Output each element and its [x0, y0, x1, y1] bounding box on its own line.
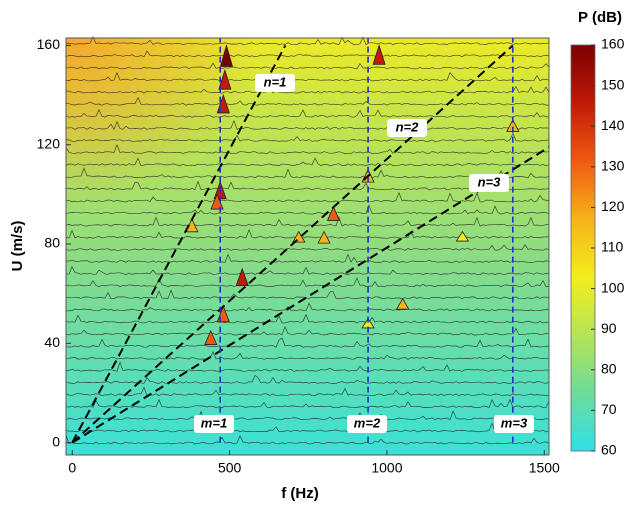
colorbar-tick-label: 130	[601, 158, 625, 174]
x-tick-label: 0	[68, 460, 76, 476]
resonance-line	[71, 44, 287, 444]
y-tick-label: 160	[37, 36, 61, 52]
spectrum-trace	[65, 96, 550, 106]
peak	[235, 267, 249, 287]
spectrum-trace	[65, 62, 550, 70]
spectrum-trace	[65, 398, 550, 409]
spectrum-trace	[66, 85, 550, 94]
y-tick-label: 120	[37, 135, 61, 151]
spectrum-trace	[65, 421, 550, 433]
colorbar-tick-label: 100	[601, 279, 625, 295]
y-axis-title: U (m/s)	[9, 221, 26, 272]
spectrum-trace	[65, 50, 550, 58]
spectrum-trace	[65, 313, 550, 324]
spectrum-trace	[65, 244, 550, 251]
peak	[326, 205, 341, 221]
peak	[395, 297, 410, 310]
colorbar-tick-label: 150	[601, 76, 625, 92]
colorbar-title: P (dB)	[578, 9, 622, 26]
spectrum-trace	[65, 180, 550, 191]
resonance-line	[71, 146, 550, 444]
annotation-box	[194, 415, 234, 433]
spectrum-trace	[65, 289, 550, 300]
spectrum-trace	[65, 119, 550, 131]
spectrum-trace	[65, 374, 550, 384]
spectrum-trace	[65, 386, 549, 397]
spectrum-trace	[65, 132, 550, 142]
spectrum-trace	[65, 108, 550, 118]
spectrum-trace	[65, 351, 550, 360]
colorbar-tick-label: 70	[601, 401, 617, 417]
annotation: m=3	[501, 415, 528, 430]
peak	[455, 230, 470, 242]
colorbar-tick-label: 140	[601, 117, 625, 133]
spectrum-trace	[65, 35, 550, 46]
colorbar-tick-label: 60	[601, 442, 617, 458]
spectrum-trace	[65, 228, 550, 239]
colorbar-tick-label: 80	[601, 361, 617, 377]
spectrum-trace	[66, 361, 550, 372]
y-tick-label: 80	[44, 235, 60, 251]
annotation: m=1	[201, 415, 227, 430]
spectrum-trace	[66, 71, 550, 82]
spectrum-trace	[65, 143, 550, 154]
spectrum-trace	[65, 277, 549, 288]
peak	[218, 68, 232, 90]
plot-hotspot	[66, 38, 549, 455]
annotation: n=2	[396, 119, 420, 134]
spectrum-trace	[65, 157, 550, 167]
peak	[372, 44, 386, 65]
spectrum-trace	[65, 191, 550, 203]
spectrum-trace	[65, 337, 550, 348]
annotation-box	[255, 74, 295, 92]
annotation: n=1	[264, 74, 287, 89]
y-tick-label: 0	[52, 433, 60, 449]
spectrum-trace	[65, 325, 550, 336]
annotation-box	[387, 119, 427, 137]
colorbar-tick-label: 110	[601, 239, 624, 255]
annotation: n=3	[478, 174, 502, 189]
spectra-traces	[65, 35, 550, 445]
colorbar-tick-label: 120	[601, 198, 625, 214]
spectrum-trace	[65, 302, 549, 312]
colorbar-tick-label: 90	[601, 320, 617, 336]
resonance-line	[71, 44, 514, 444]
x-tick-label: 500	[218, 460, 242, 476]
colorbar-tick-label: 160	[601, 36, 625, 52]
spectrum-trace	[65, 265, 550, 275]
x-tick-label: 1000	[371, 460, 402, 476]
annotation-box	[494, 415, 534, 433]
spectrum-trace	[65, 410, 550, 421]
x-axis-title: f (Hz)	[281, 485, 319, 502]
spectrum-trace	[65, 216, 549, 227]
spectrum-trace	[65, 204, 550, 215]
plot-frame	[65, 37, 550, 456]
annotation-box	[469, 174, 509, 192]
spectrum-trace	[65, 253, 550, 263]
y-tick-label: 40	[44, 334, 60, 350]
annotation-box	[347, 415, 387, 433]
peak	[204, 329, 218, 345]
annotation: m=2	[354, 415, 381, 430]
x-tick-label: 1500	[529, 460, 560, 476]
spectrum-trace	[65, 435, 550, 445]
spectrum-trace	[65, 167, 550, 179]
peak	[317, 230, 331, 244]
peak	[219, 43, 234, 67]
